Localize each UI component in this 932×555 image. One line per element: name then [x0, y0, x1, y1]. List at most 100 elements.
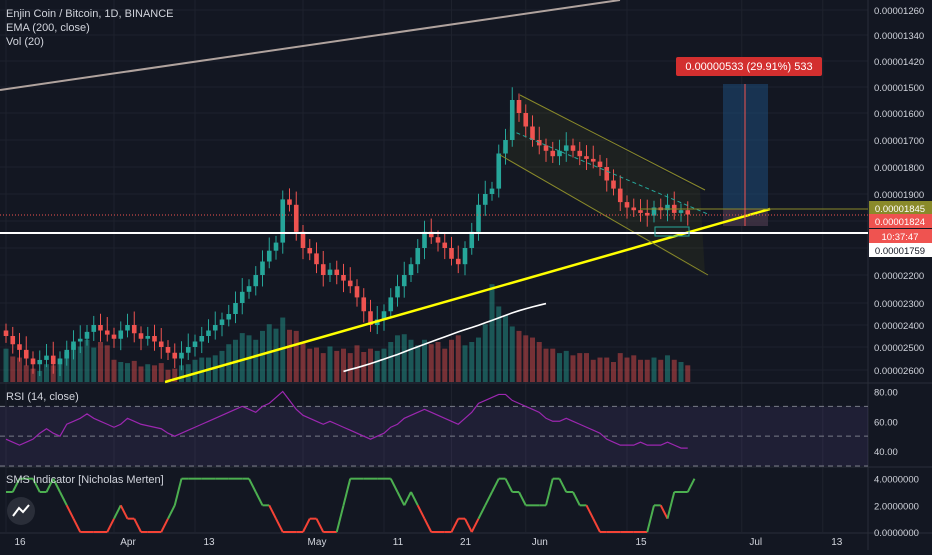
- volume-bar: [489, 284, 495, 382]
- candle-body: [550, 150, 556, 157]
- candle-body: [179, 352, 184, 359]
- volume-bar: [320, 353, 326, 382]
- candle-body: [273, 242, 279, 251]
- volume-bar: [185, 364, 191, 382]
- candle-body: [678, 210, 684, 213]
- volume-bar: [374, 350, 380, 382]
- volume-bar: [428, 344, 434, 382]
- volume-bar: [111, 359, 117, 382]
- volume-bar: [435, 342, 441, 382]
- candle-body: [611, 180, 616, 189]
- rsi-legend[interactable]: RSI (14, close): [6, 391, 79, 403]
- volume-bar: [131, 360, 137, 382]
- sms-tick-label: 2.0000000: [874, 501, 919, 512]
- time-tick-label: Jul: [749, 537, 762, 548]
- candle-body: [239, 291, 245, 303]
- symbol-legend[interactable]: Enjin Coin / Bitcoin, 1D, BINANCE EMA (2…: [6, 7, 174, 49]
- price-tick-label: 0.00001260: [874, 6, 924, 17]
- candle-body: [10, 336, 16, 345]
- candle-body: [584, 156, 589, 159]
- channel-fill: [500, 95, 705, 275]
- sms-segment: [45, 478, 55, 493]
- volume-bar: [381, 348, 387, 382]
- candle-body: [266, 250, 272, 262]
- sms-segment: [342, 478, 352, 506]
- candle-body: [172, 352, 178, 359]
- volume-bar: [503, 315, 508, 382]
- candle-body: [590, 158, 596, 162]
- price-tag-white-line: 0.00001759: [875, 246, 925, 257]
- rsi-pane[interactable]: [0, 390, 868, 467]
- sms-segment: [464, 518, 473, 533]
- sms-tick-label: 4.0000000: [874, 475, 919, 486]
- price-tick-label: 0.00002400: [874, 321, 924, 332]
- volume-bar: [293, 330, 299, 382]
- candle-body: [314, 253, 319, 265]
- sms-legend[interactable]: SMS Indicator [Nicholas Merten]: [6, 474, 164, 486]
- sms-pane[interactable]: [6, 477, 696, 533]
- sms-segment: [686, 478, 696, 493]
- candle-body: [152, 336, 157, 342]
- candle-body: [435, 237, 441, 243]
- vol-legend[interactable]: Vol (20): [6, 36, 44, 48]
- volume-bar: [158, 363, 164, 382]
- candle-body: [226, 314, 232, 320]
- candle-body: [455, 258, 461, 265]
- candle-body: [597, 161, 603, 167]
- volume-bar: [665, 355, 670, 382]
- candle-body: [17, 344, 22, 350]
- candle-body: [307, 248, 313, 254]
- volume-bar: [361, 352, 367, 382]
- price-tick-label: 0.00001600: [874, 109, 924, 120]
- time-tick-label: Jun: [532, 537, 548, 548]
- sms-segment: [666, 491, 676, 519]
- volume-bar: [165, 369, 171, 382]
- sms-segment: [268, 504, 277, 520]
- candle-body: [557, 150, 562, 157]
- candle-body: [320, 264, 326, 275]
- candle-body: [449, 248, 454, 259]
- volume-bar: [30, 368, 36, 382]
- sms-segment: [248, 478, 257, 493]
- sms-segment: [592, 518, 601, 533]
- candle-body: [233, 303, 238, 314]
- volume-bar: [658, 359, 664, 382]
- volume-bar: [354, 345, 360, 382]
- candle-body: [287, 199, 292, 205]
- rsi-tick-label: 80.00: [874, 387, 898, 398]
- sms-segment: [133, 518, 142, 533]
- channel-upper: [519, 94, 706, 191]
- price-tag-last-price: 0.00001824: [875, 217, 925, 228]
- ema-legend[interactable]: EMA (200, close): [6, 22, 90, 34]
- sms-segment: [659, 504, 669, 520]
- volume-bar: [341, 348, 346, 382]
- volume-bar: [496, 306, 502, 382]
- price-tick-label: 0.00001800: [874, 163, 924, 174]
- volume-bar: [77, 346, 83, 382]
- volume-bar: [64, 352, 70, 382]
- volume-bar: [401, 334, 407, 382]
- volume-bar: [17, 357, 22, 382]
- price-tick-label: 0.00001700: [874, 136, 924, 147]
- candle-body: [145, 336, 151, 339]
- sms-segment: [585, 504, 595, 520]
- sms-segment: [646, 505, 655, 533]
- volume-bar: [577, 353, 583, 382]
- candle-body: [462, 248, 468, 265]
- volume-bar: [3, 348, 9, 382]
- sms-tick-label: 0.0000000: [874, 528, 919, 539]
- volume-bar: [307, 348, 313, 382]
- symbol-title[interactable]: Enjin Coin / Bitcoin, 1D, BINANCE: [6, 8, 174, 20]
- drawings[interactable]: 0.00000533 (29.91%) 533: [0, 0, 868, 384]
- volume-bar: [455, 335, 461, 382]
- candle-body: [361, 297, 367, 312]
- sms-segment: [315, 518, 325, 533]
- volume-bar: [280, 317, 286, 382]
- volume-bar: [253, 339, 259, 382]
- candle-body: [422, 231, 427, 248]
- volume-bar: [536, 342, 542, 382]
- sms-segment: [558, 478, 568, 493]
- price-tag-bg: [869, 214, 932, 228]
